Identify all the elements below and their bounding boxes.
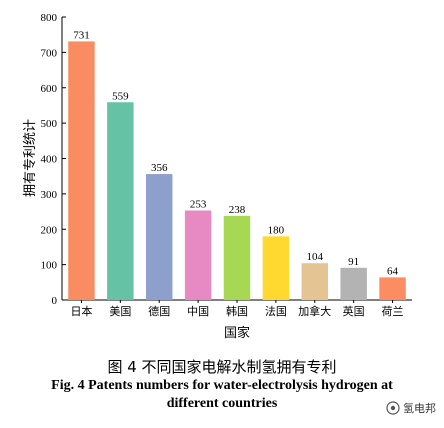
- y-tick-label: 0: [52, 295, 58, 307]
- x-tick-label: 中国: [187, 305, 209, 318]
- x-axis-label: 国家: [224, 325, 250, 341]
- bar-chart: 0 100 200 300 400 500 600 700 800 日本 美国 德国 中国 韩国 法国 加拿大…: [23, 12, 412, 341]
- bar: [107, 102, 134, 300]
- y-tick-label: 800: [41, 12, 58, 24]
- bar: [184, 210, 212, 300]
- y-tick-label: 700: [41, 47, 58, 59]
- watermark-logo-icon: [386, 401, 400, 415]
- figure-caption-chinese: 图 4 不同国家电解水制氢拥有专利: [107, 358, 337, 376]
- bar: [301, 263, 328, 300]
- x-tick-label: 加拿大: [298, 304, 331, 318]
- bar: [379, 277, 406, 300]
- caption-en-line2: different countries: [166, 396, 278, 411]
- y-tick-label: 100: [41, 260, 58, 272]
- x-tick-label: 德国: [148, 304, 170, 318]
- x-tick-label: 荷兰: [382, 305, 404, 318]
- y-axis-label: 拥有专利统计: [23, 119, 38, 197]
- watermark: 氢电邦: [386, 400, 436, 416]
- x-tick-label: 英国: [343, 304, 365, 318]
- x-tick-label: 美国: [109, 305, 131, 318]
- y-tick-label: 200: [41, 224, 58, 236]
- y-tick-label: 600: [41, 83, 58, 95]
- x-tick-label: 韩国: [226, 304, 248, 318]
- bar: [68, 41, 95, 300]
- bar-value-label: 91: [348, 256, 359, 268]
- x-tick-label: 法国: [265, 304, 287, 318]
- caption-en-line1: Fig. 4 Patents numbers for water-electro…: [51, 378, 393, 393]
- x-tick-label: 日本: [70, 304, 92, 318]
- bar-value-label: 64: [387, 265, 399, 277]
- figure-caption-english: Fig. 4 Patents numbers for water-electro…: [0, 377, 444, 413]
- bar: [223, 215, 251, 300]
- bar: [340, 267, 367, 300]
- watermark-text: 氢电邦: [403, 402, 436, 415]
- bar-value-label: 180: [268, 224, 285, 236]
- bar-value-label: 356: [151, 162, 168, 174]
- bar-value-label: 238: [229, 204, 246, 216]
- bar: [146, 174, 173, 300]
- chart-axes: 0 100 200 300 400 500 600 700 800 日本 美国 德国 中国 韩国 法国 加拿大…: [41, 12, 412, 318]
- bar-series: 731 559 356 253 238 180 104 91 64: [68, 29, 406, 300]
- bar-value-label: 559: [112, 90, 129, 102]
- bar-value-label: 104: [307, 251, 324, 263]
- y-tick-label: 400: [41, 154, 58, 166]
- bar: [262, 236, 290, 300]
- y-tick-label: 500: [41, 118, 58, 130]
- bar-value-label: 731: [73, 29, 90, 41]
- bar-value-label: 253: [190, 199, 207, 211]
- y-tick-label: 300: [41, 189, 58, 201]
